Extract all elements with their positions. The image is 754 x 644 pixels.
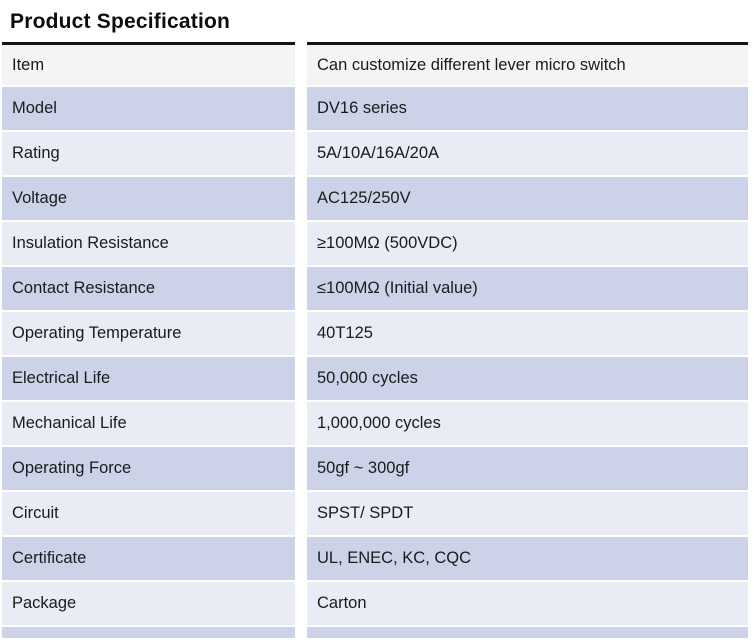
spec-value: AC125/250V	[307, 177, 748, 220]
spec-row: Certificate UL, ENEC, KC, CQC	[2, 537, 748, 580]
column-gutter	[295, 132, 307, 175]
spec-label: Item	[2, 42, 295, 85]
column-gutter	[295, 537, 307, 580]
column-gutter	[295, 42, 307, 85]
spec-row: Voltage AC125/250V	[2, 177, 748, 220]
spec-label: Package	[2, 582, 295, 625]
spec-label: Operating Temperature	[2, 312, 295, 355]
spec-label: Certificate	[2, 537, 295, 580]
spec-label	[2, 627, 295, 638]
column-gutter	[295, 177, 307, 220]
column-gutter	[295, 357, 307, 400]
spec-value: SPST/ SPDT	[307, 492, 748, 535]
column-gutter	[295, 447, 307, 490]
spec-row: Rating 5A/10A/16A/20A	[2, 132, 748, 175]
column-gutter	[295, 492, 307, 535]
spec-value: ≥100MΩ (500VDC)	[307, 222, 748, 265]
spec-row: Package Carton	[2, 582, 748, 625]
column-gutter	[295, 582, 307, 625]
spec-row: Mechanical Life 1,000,000 cycles	[2, 402, 748, 445]
spec-value: Can customize different lever micro swit…	[307, 42, 748, 85]
spec-row: Insulation Resistance ≥100MΩ (500VDC)	[2, 222, 748, 265]
spec-value: ≤100MΩ (Initial value)	[307, 267, 748, 310]
spec-label: Circuit	[2, 492, 295, 535]
spec-label: Voltage	[2, 177, 295, 220]
spec-value: 40T125	[307, 312, 748, 355]
spec-value: 50gf ~ 300gf	[307, 447, 748, 490]
spec-value: 50,000 cycles	[307, 357, 748, 400]
spec-row: Operating Force 50gf ~ 300gf	[2, 447, 748, 490]
spec-label: Model	[2, 87, 295, 130]
column-gutter	[295, 87, 307, 130]
spec-label: Contact Resistance	[2, 267, 295, 310]
spec-label: Electrical Life	[2, 357, 295, 400]
page-title: Product Specification	[10, 10, 231, 33]
column-gutter	[295, 267, 307, 310]
spec-row: Operating Temperature 40T125	[2, 312, 748, 355]
spec-value: UL, ENEC, KC, CQC	[307, 537, 748, 580]
spec-value: Carton	[307, 582, 748, 625]
spec-label: Insulation Resistance	[2, 222, 295, 265]
spec-value	[307, 627, 748, 638]
spec-label: Rating	[2, 132, 295, 175]
spec-row: Circuit SPST/ SPDT	[2, 492, 748, 535]
column-gutter	[295, 402, 307, 445]
column-gutter	[295, 312, 307, 355]
spec-row	[2, 627, 748, 638]
spec-value: 5A/10A/16A/20A	[307, 132, 748, 175]
spec-row: Model DV16 series	[2, 87, 748, 130]
spec-row: Item Can customize different lever micro…	[2, 42, 748, 85]
spec-table: Item Can customize different lever micro…	[2, 42, 748, 638]
spec-row: Contact Resistance ≤100MΩ (Initial value…	[2, 267, 748, 310]
column-gutter	[295, 222, 307, 265]
spec-label: Mechanical Life	[2, 402, 295, 445]
spec-value: DV16 series	[307, 87, 748, 130]
spec-label: Operating Force	[2, 447, 295, 490]
spec-row: Electrical Life 50,000 cycles	[2, 357, 748, 400]
column-gutter	[295, 627, 307, 638]
spec-value: 1,000,000 cycles	[307, 402, 748, 445]
